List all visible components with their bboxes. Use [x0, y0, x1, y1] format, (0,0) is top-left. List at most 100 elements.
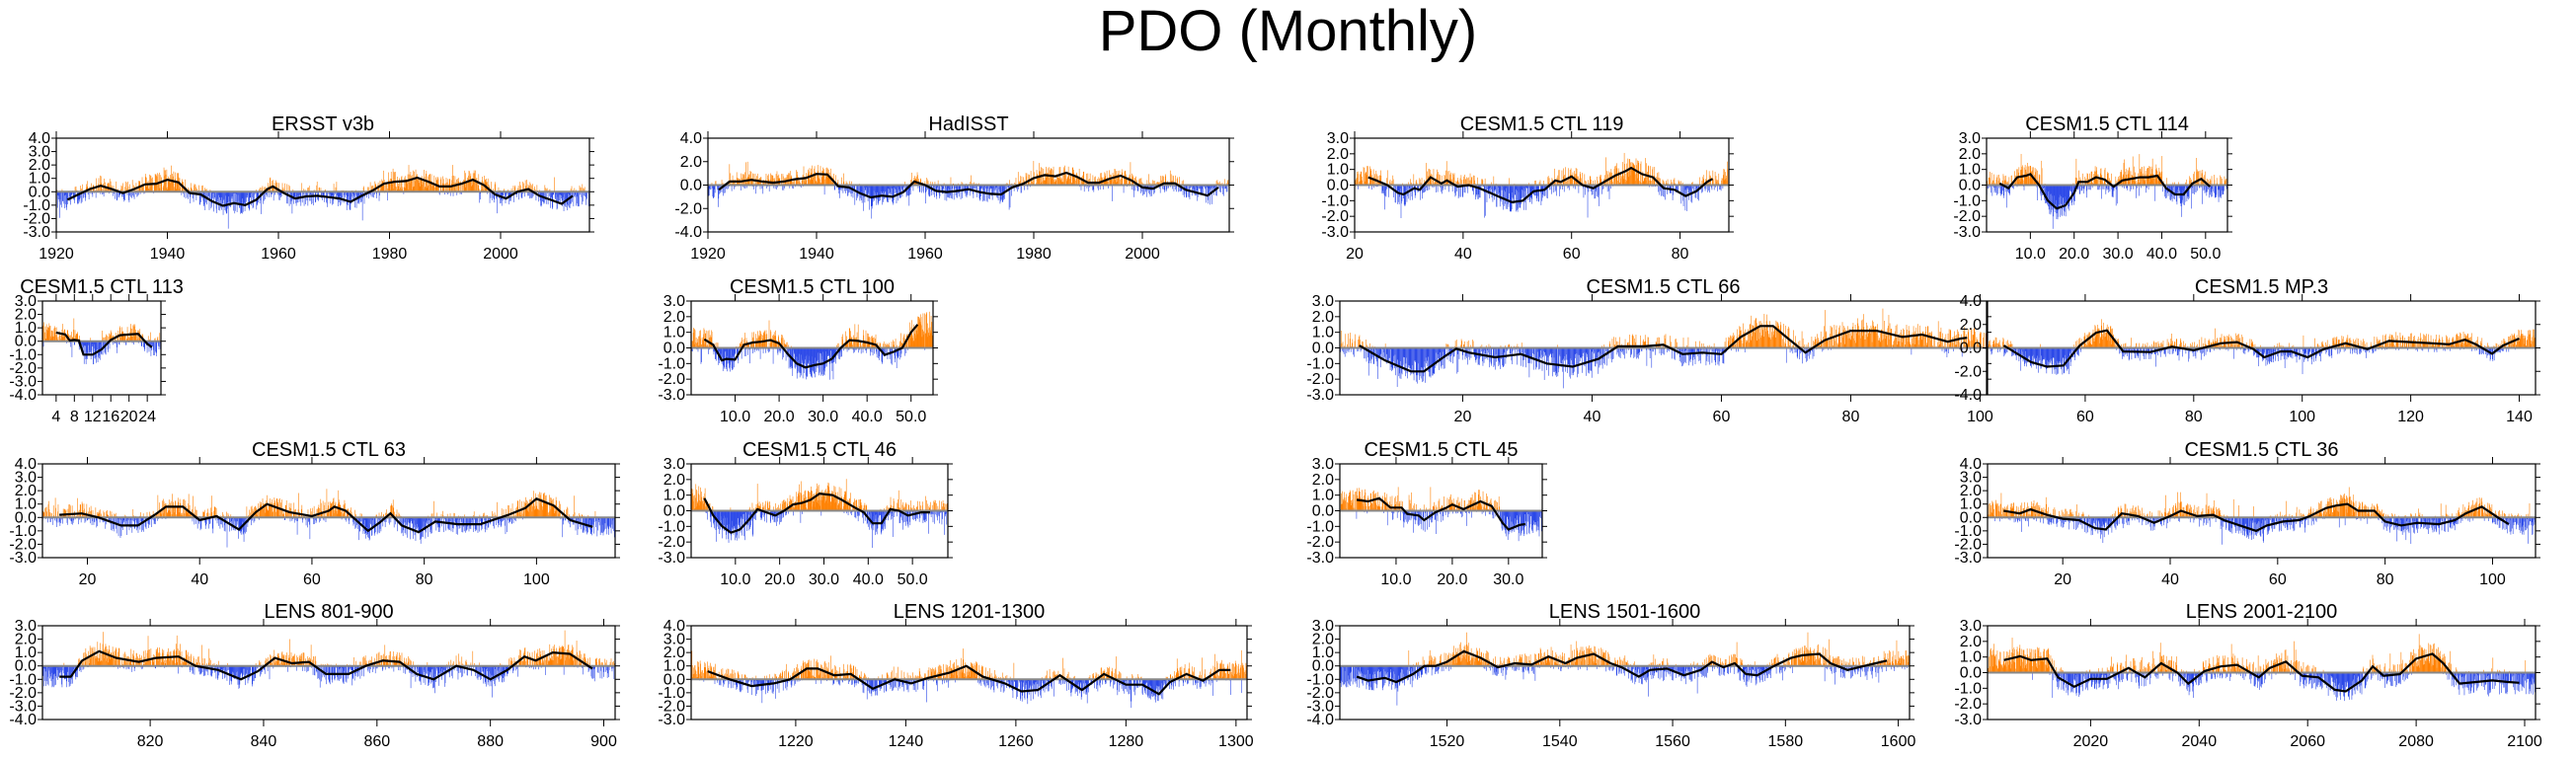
y-tick-label: -1.0: [1321, 192, 1349, 209]
x-tick-label: 24: [138, 409, 156, 425]
bar: [159, 333, 160, 341]
bar: [767, 176, 768, 186]
bar: [1473, 176, 1474, 186]
bar: [1709, 186, 1710, 193]
bar: [1359, 172, 1360, 186]
bar: [1464, 175, 1465, 186]
bar: [1386, 186, 1387, 197]
bar: [1086, 174, 1087, 186]
bar: [1429, 169, 1430, 186]
bar: [2221, 186, 2222, 196]
x-tick-label: 16: [102, 409, 119, 425]
bar: [1448, 186, 1449, 192]
bar: [873, 348, 874, 356]
bar: [387, 191, 388, 200]
bar: [1621, 176, 1622, 185]
bar: [871, 337, 872, 348]
bar: [2212, 176, 2213, 185]
bar: [2157, 172, 2158, 186]
bar: [1585, 174, 1586, 185]
bar: [1593, 186, 1594, 195]
bar: [2040, 175, 2041, 185]
bar: [151, 342, 152, 356]
bar: [1467, 178, 1468, 185]
bar: [1395, 186, 1396, 203]
bar: [872, 336, 873, 347]
bar: [1422, 178, 1423, 185]
bar: [102, 331, 103, 342]
bar: [1654, 167, 1655, 185]
bar: [2029, 177, 2030, 186]
bar: [1699, 178, 1700, 186]
bar: [1993, 175, 1994, 186]
bar: [855, 186, 856, 205]
bar: [710, 335, 711, 347]
bar: [97, 342, 98, 350]
y-tick-label: 0.0: [680, 178, 702, 194]
bar: [387, 185, 388, 191]
bar: [762, 186, 763, 194]
bar: [90, 342, 91, 352]
bar: [579, 191, 580, 206]
bar: [900, 333, 901, 347]
bar: [823, 169, 824, 185]
x-tick-label: 8: [70, 409, 79, 425]
bar: [877, 348, 878, 358]
bar: [1226, 186, 1227, 192]
bar: [1590, 177, 1591, 186]
bar-series: [691, 312, 933, 380]
y-tick-label: -3.0: [1321, 224, 1349, 241]
bar: [1040, 172, 1041, 186]
bar: [82, 185, 83, 192]
bar: [2198, 172, 2199, 186]
bar: [490, 191, 491, 203]
x-tick-label: 4: [51, 409, 60, 425]
bar: [1559, 170, 1560, 185]
bar: [337, 182, 338, 191]
bar: [1438, 172, 1439, 185]
x-tick-label: 1980: [1016, 246, 1052, 263]
bar: [859, 186, 860, 192]
bar: [484, 176, 485, 191]
bar: [793, 348, 794, 360]
bar: [921, 186, 922, 193]
bar: [1998, 175, 1999, 186]
bar: [1120, 171, 1121, 186]
y-tick-label: 0.0: [1959, 178, 1981, 194]
panel-title: HadISST: [928, 114, 1008, 135]
bar: [720, 348, 721, 356]
bar: [308, 191, 309, 205]
bar: [1364, 167, 1365, 185]
bar: [2042, 168, 2043, 185]
bar: [789, 173, 790, 185]
x-tick-label: 40.0: [2147, 246, 2177, 263]
bar: [1592, 186, 1593, 195]
bar: [2193, 186, 2194, 193]
bar: [1412, 186, 1413, 200]
bar: [1050, 170, 1051, 185]
bar: [204, 191, 205, 210]
bar: [1493, 186, 1494, 192]
bar: [769, 321, 770, 348]
bar: [1606, 171, 1607, 185]
bar: [1559, 186, 1560, 196]
bar: [1707, 186, 1708, 192]
bar: [774, 332, 775, 347]
bar: [1996, 178, 1997, 186]
bar: [408, 175, 409, 192]
bar: [2220, 186, 2221, 198]
bar: [2214, 186, 2215, 193]
bar: [1551, 186, 1552, 194]
bar: [1995, 186, 1996, 193]
panel-title: CESM1.5 CTL 119: [1460, 114, 1624, 135]
bar: [384, 180, 385, 191]
bar: [1366, 166, 1367, 185]
y-tick-label: 0.0: [1327, 178, 1349, 194]
x-tick-label: 10.0: [2015, 246, 2046, 263]
bar: [841, 178, 842, 186]
panel-title: ERSST v3b: [272, 114, 374, 135]
bar: [746, 338, 747, 347]
bar: [1457, 178, 1458, 185]
bar: [2154, 186, 2155, 201]
